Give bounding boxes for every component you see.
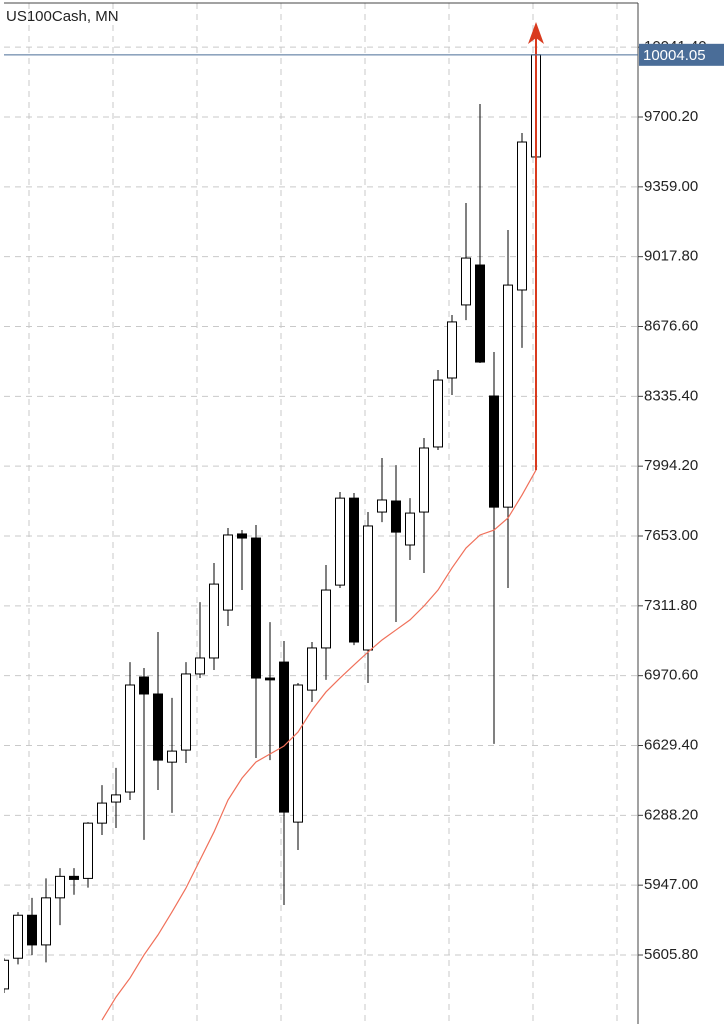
y-tick-label: 6288.20 [644, 806, 698, 823]
candle-body [335, 497, 345, 586]
y-tick-label: 6970.60 [644, 667, 698, 684]
candle-body [181, 673, 191, 751]
candle-body [461, 257, 471, 306]
arrow-head [528, 22, 544, 44]
y-tick-label: 5605.80 [644, 946, 698, 963]
last-price-box [639, 43, 724, 66]
y-tick-label: 9359.00 [644, 178, 698, 195]
candle-body [125, 684, 135, 793]
y-tick-label: 5947.00 [644, 876, 698, 893]
y-tick-label: 7994.20 [644, 457, 698, 474]
y-tick-label: 8335.40 [644, 387, 698, 404]
candle-body [251, 537, 261, 679]
candle-body [391, 500, 401, 533]
candle-body [405, 512, 415, 546]
y-tick-label: 8676.60 [644, 317, 698, 334]
candle-body [83, 822, 93, 879]
candle-body [55, 875, 65, 899]
candle-body [27, 914, 37, 946]
candle-body [195, 657, 205, 675]
y-tick-label: 7653.00 [644, 527, 698, 544]
grid [4, 3, 638, 1024]
chart-title: US100Cash, MN [6, 8, 119, 25]
last-price-label: 10004.05 [643, 47, 706, 64]
candle-body [321, 589, 331, 649]
candle-body [489, 395, 499, 508]
candle-body [447, 321, 457, 379]
candle-body [433, 379, 443, 448]
candle-body [97, 802, 107, 824]
y-tick-label: 9017.80 [644, 248, 698, 265]
candle-body [209, 583, 219, 659]
candle-body [419, 447, 429, 513]
candle-body [4, 959, 9, 990]
candle-body [293, 684, 303, 823]
candle-body [223, 534, 233, 611]
candle-body [307, 647, 317, 691]
candle-body [363, 525, 373, 651]
candle-body [13, 914, 23, 959]
candle-body [279, 661, 289, 813]
candle-body [69, 875, 79, 880]
candle-body [265, 677, 275, 681]
candle-body [111, 794, 121, 803]
y-axis: 10041.409700.209359.009017.808676.608335… [638, 38, 707, 963]
candle-body [153, 693, 163, 761]
candle-body [167, 750, 177, 763]
y-tick-label: 7311.80 [644, 597, 697, 614]
candle-body [475, 264, 485, 363]
moving-average [101, 469, 537, 1021]
candle-body [237, 533, 247, 539]
candle-body [41, 897, 51, 946]
y-tick-label: 9700.20 [644, 108, 698, 125]
plot-area [4, 22, 544, 1021]
candle-body [517, 141, 527, 291]
candle-body [503, 284, 513, 508]
candle-body [377, 499, 387, 513]
y-tick-label: 6629.40 [644, 736, 698, 753]
candle-body [139, 676, 149, 695]
candle-body [349, 497, 359, 643]
